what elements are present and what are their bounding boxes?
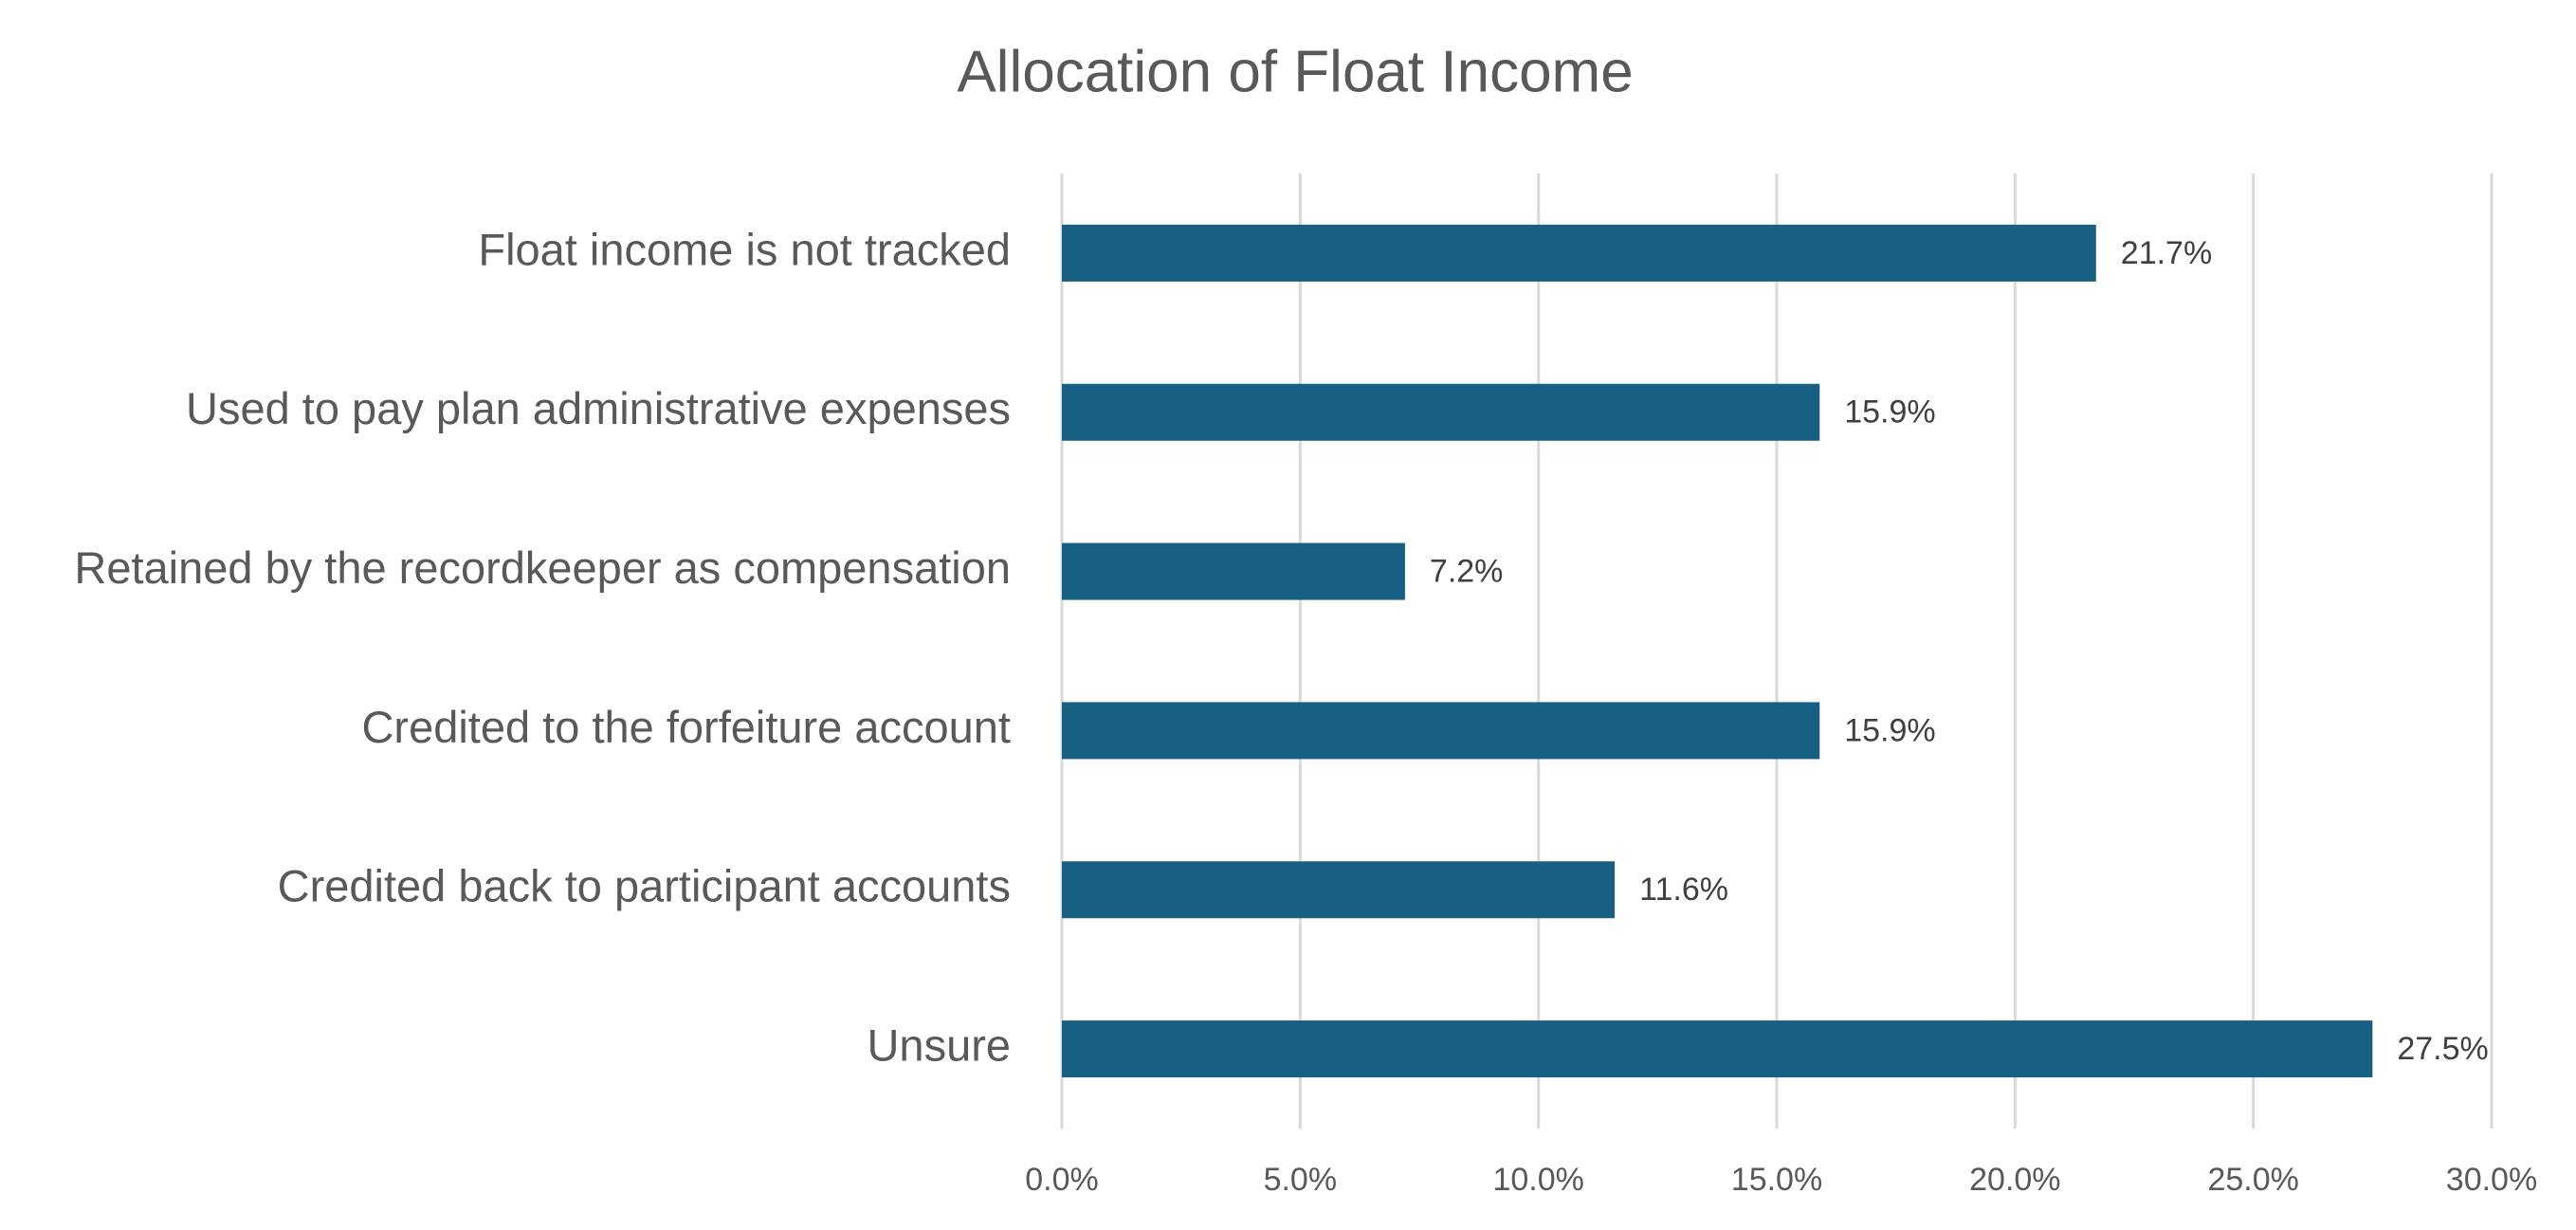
bar <box>1062 383 1820 441</box>
bar <box>1062 1020 2373 1078</box>
bar <box>1062 861 1616 919</box>
category-label: Unsure <box>867 1020 1011 1071</box>
category-label: Credited to the forfeiture account <box>361 702 1011 752</box>
value-label: 7.2% <box>1430 554 1504 590</box>
bar <box>1062 542 1405 600</box>
value-label: 27.5% <box>2397 1031 2488 1067</box>
x-tick-label: 10.0% <box>1492 1162 1583 1198</box>
value-label: 11.6% <box>1639 872 1728 908</box>
category-label: Used to pay plan administrative expenses <box>186 383 1011 433</box>
x-tick-label: 25.0% <box>2207 1162 2298 1198</box>
bar <box>1062 224 2096 282</box>
x-tick-label: 30.0% <box>2446 1162 2537 1198</box>
value-label: 15.9% <box>1844 395 1935 431</box>
x-tick-label: 20.0% <box>1969 1162 2060 1198</box>
x-tick-label: 5.0% <box>1264 1162 1338 1198</box>
category-label: Retained by the recordkeeper as compensa… <box>74 542 1011 593</box>
x-tick-label: 0.0% <box>1025 1162 1099 1198</box>
category-label: Float income is not tracked <box>478 224 1011 274</box>
category-label: Credited back to participant accounts <box>278 861 1011 911</box>
chart-title: Allocation of Float Income <box>957 39 1633 104</box>
x-tick-label: 15.0% <box>1731 1162 1822 1198</box>
value-label: 21.7% <box>2121 235 2212 271</box>
value-label: 15.9% <box>1844 712 1935 748</box>
bar <box>1062 702 1820 760</box>
